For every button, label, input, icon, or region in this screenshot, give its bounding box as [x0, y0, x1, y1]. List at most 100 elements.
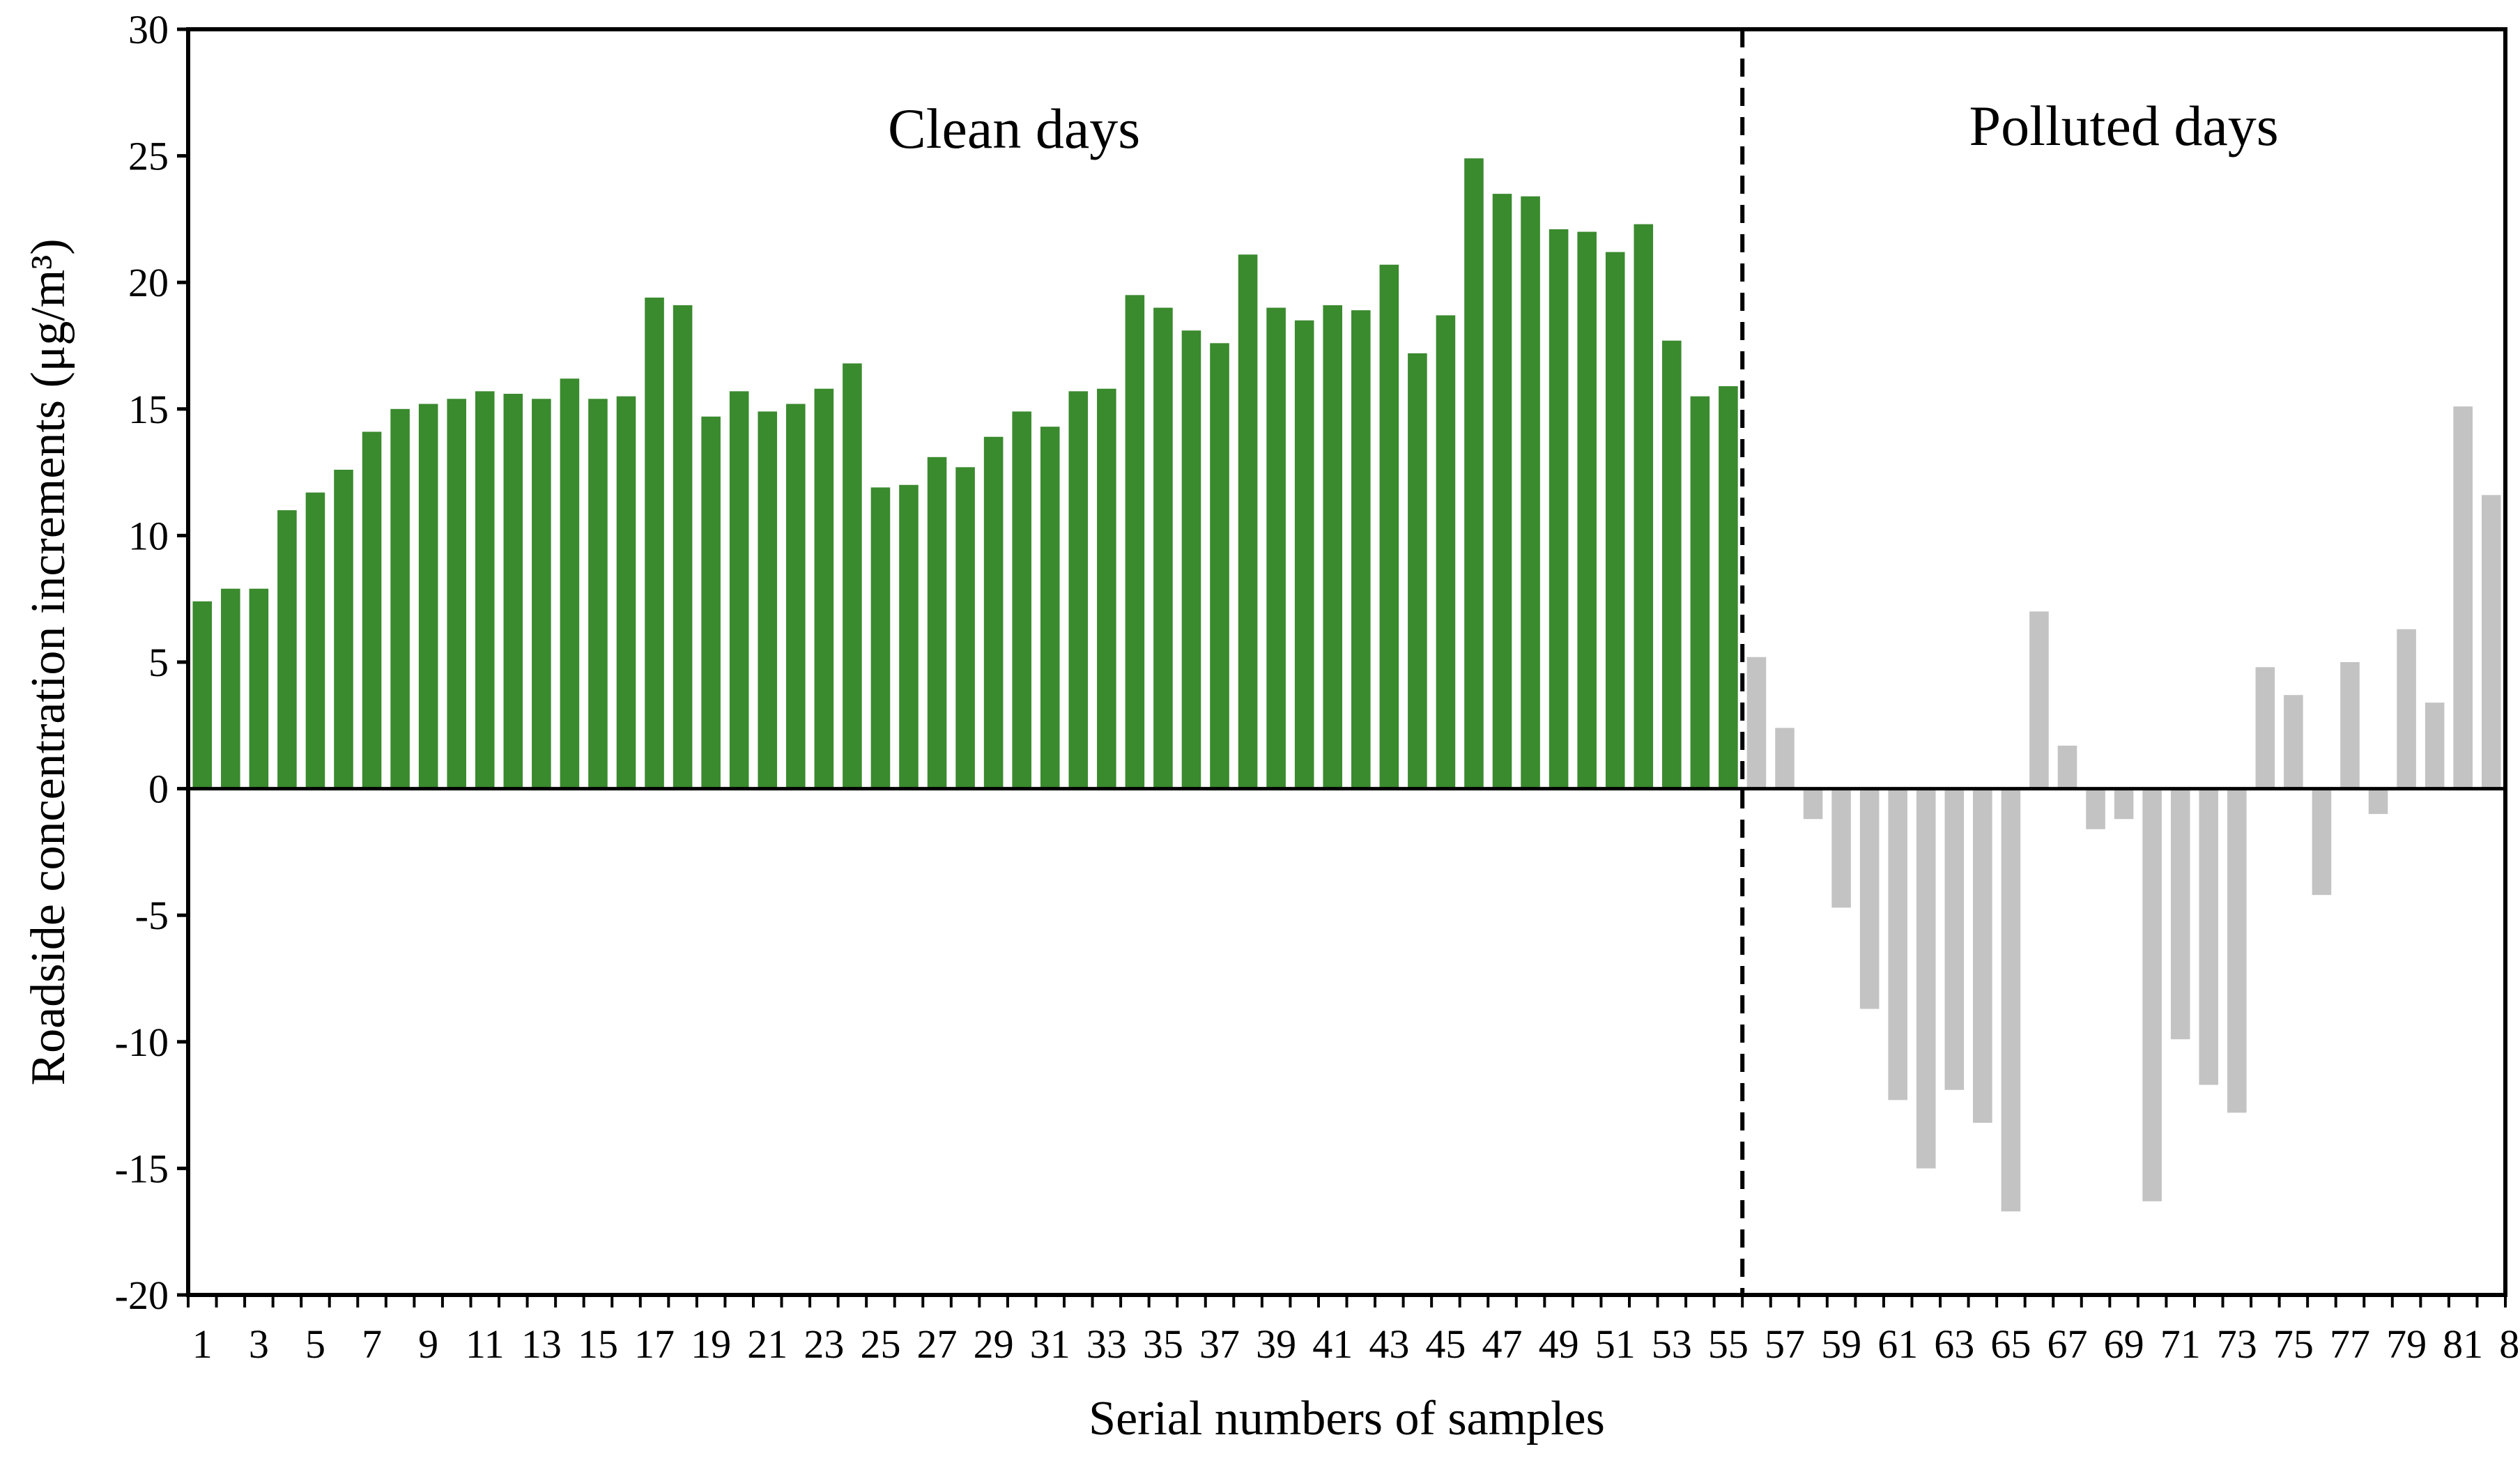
x-tick-label: 21 — [747, 1321, 788, 1367]
bar-sample-44 — [1408, 353, 1427, 789]
bar-sample-14 — [560, 378, 580, 789]
y-tick-label: -15 — [115, 1146, 169, 1191]
bar-sample-56 — [1746, 657, 1767, 789]
bar-sample-70 — [2142, 788, 2162, 1202]
x-tick-label: 1 — [192, 1321, 213, 1367]
bar-sample-26 — [899, 484, 919, 789]
bar-sample-13 — [532, 399, 551, 789]
x-tick-label: 11 — [466, 1321, 505, 1367]
bar-sample-77 — [2340, 662, 2360, 789]
x-tick-label: 73 — [2217, 1321, 2257, 1367]
bar-sample-57 — [1775, 728, 1795, 789]
bar-sample-80 — [2425, 703, 2445, 789]
bar-sample-67 — [2057, 745, 2077, 789]
bar-sample-52 — [1634, 224, 1654, 789]
bar-sample-35 — [1153, 307, 1173, 789]
bar-sample-39 — [1266, 307, 1286, 789]
x-tick-label: 9 — [418, 1321, 438, 1367]
x-tick-label: 45 — [1425, 1321, 1466, 1367]
y-axis-title: Roadside concentration increments (μg/m³… — [22, 238, 75, 1085]
bar-sample-63 — [1944, 788, 1965, 1090]
bar-sample-76 — [2312, 788, 2332, 896]
x-tick-label: 15 — [578, 1321, 618, 1367]
bar-sample-42 — [1351, 310, 1371, 789]
y-tick-label: 5 — [148, 640, 169, 685]
bar-sample-3 — [249, 588, 269, 789]
x-tick-label: 63 — [1934, 1321, 1974, 1367]
bar-sample-7 — [362, 431, 382, 789]
bar-sample-53 — [1662, 340, 1682, 789]
bar-sample-8 — [390, 408, 410, 789]
bar-sample-58 — [1803, 788, 1823, 820]
bar-sample-49 — [1549, 229, 1569, 789]
x-tick-label: 51 — [1595, 1321, 1636, 1367]
bar-sample-41 — [1323, 305, 1343, 789]
bar-sample-4 — [277, 510, 297, 789]
bar-sample-79 — [2397, 629, 2416, 789]
x-tick-label: 53 — [1652, 1321, 1692, 1367]
x-tick-label: 75 — [2273, 1321, 2314, 1367]
y-tick-label: 25 — [128, 134, 169, 179]
bar-sample-55 — [1719, 386, 1738, 789]
bar-sample-34 — [1125, 295, 1145, 789]
bar-sample-18 — [673, 305, 693, 789]
x-tick-label: 71 — [2160, 1321, 2201, 1367]
x-tick-label: 35 — [1143, 1321, 1183, 1367]
bar-sample-6 — [334, 469, 353, 789]
x-tick-label: 77 — [2330, 1321, 2370, 1367]
x-tick-label: 3 — [249, 1321, 269, 1367]
axes-group — [177, 27, 2507, 1307]
bar-sample-27 — [927, 457, 947, 789]
x-tick-label: 49 — [1539, 1321, 1579, 1367]
bar-sample-19 — [701, 416, 721, 789]
bar-sample-1 — [192, 601, 213, 789]
x-tick-label: 83 — [2499, 1321, 2520, 1367]
bar-sample-71 — [2170, 788, 2190, 1040]
bar-sample-62 — [1916, 788, 1936, 1169]
x-tick-label: 67 — [2047, 1321, 2087, 1367]
x-tick-label: 81 — [2443, 1321, 2483, 1367]
x-tick-label: 37 — [1199, 1321, 1240, 1367]
bar-sample-69 — [2114, 788, 2134, 820]
y-tick-label: 15 — [128, 387, 169, 432]
y-tick-label: 10 — [128, 513, 169, 558]
bar-sample-28 — [955, 467, 975, 789]
bar-sample-51 — [1605, 252, 1625, 789]
bar-sample-65 — [2001, 788, 2021, 1212]
x-tick-label: 57 — [1765, 1321, 1805, 1367]
region-label-clean: Clean days — [888, 97, 1140, 160]
bar-sample-78 — [2368, 788, 2388, 814]
bar-sample-72 — [2199, 788, 2219, 1085]
bar-sample-37 — [1210, 343, 1229, 789]
x-tick-label: 7 — [362, 1321, 382, 1367]
y-tick-label: 0 — [148, 767, 169, 812]
x-tick-label: 61 — [1877, 1321, 1918, 1367]
x-tick-label: 47 — [1482, 1321, 1523, 1367]
bar-sample-61 — [1888, 788, 1907, 1100]
bar-sample-45 — [1436, 315, 1456, 789]
y-tick-label: -5 — [135, 893, 169, 938]
bar-sample-16 — [616, 396, 636, 789]
x-tick-label: 43 — [1369, 1321, 1409, 1367]
bar-sample-38 — [1238, 254, 1258, 789]
bar-sample-48 — [1521, 196, 1540, 789]
bar-sample-11 — [475, 391, 495, 789]
x-tick-label: 39 — [1256, 1321, 1296, 1367]
bar-sample-50 — [1577, 231, 1597, 789]
bar-sample-12 — [503, 394, 523, 789]
x-tick-label: 27 — [917, 1321, 958, 1367]
y-tick-label: 30 — [128, 7, 169, 52]
bar-sample-66 — [2029, 611, 2049, 789]
region-label-polluted: Polluted days — [1969, 94, 2279, 158]
bar-sample-23 — [814, 388, 834, 789]
x-tick-label: 23 — [804, 1321, 844, 1367]
bar-sample-9 — [418, 404, 438, 789]
bar-sample-25 — [870, 487, 891, 789]
bar-sample-59 — [1831, 788, 1851, 908]
bar-sample-64 — [1973, 788, 1992, 1123]
x-tick-label: 59 — [1821, 1321, 1861, 1367]
bar-sample-60 — [1859, 788, 1880, 1009]
